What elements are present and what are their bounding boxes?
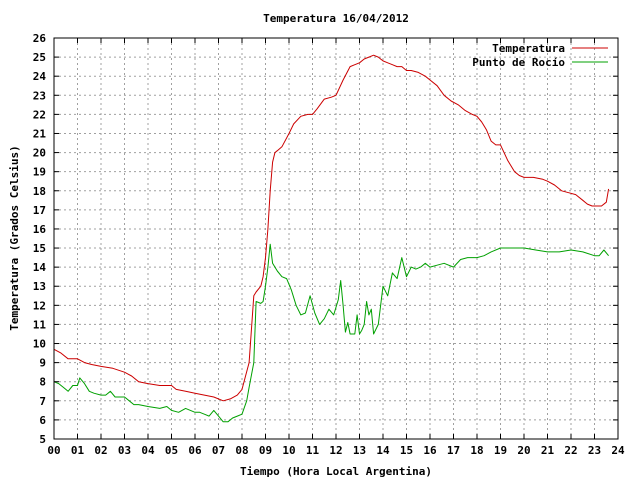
y-tick-label: 20: [33, 147, 46, 160]
x-tick-label: 24: [611, 444, 625, 457]
legend-label-temperatura: Temperatura: [492, 42, 565, 55]
y-tick-label: 22: [33, 108, 46, 121]
y-tick-label: 19: [33, 166, 46, 179]
y-tick-label: 18: [33, 185, 46, 198]
x-tick-label: 02: [94, 444, 107, 457]
x-tick-label: 05: [165, 444, 178, 457]
legend-label-punto-de-rocio: Punto de Rocío: [472, 56, 565, 69]
x-tick-label: 03: [118, 444, 131, 457]
y-tick-label: 17: [33, 204, 46, 217]
x-tick-label: 16: [423, 444, 437, 457]
x-tick-label: 23: [588, 444, 601, 457]
y-tick-label: 10: [33, 338, 46, 351]
axis-ticks: 00 01 02 03 04 05 06 07 08 09 10 11 12 13 14 15 16 17 18 19…: [33, 32, 625, 457]
x-tick-label: 11: [306, 444, 320, 457]
y-tick-label: 14: [33, 261, 47, 274]
y-tick-label: 25: [33, 51, 46, 64]
x-tick-label: 04: [141, 444, 155, 457]
x-tick-label: 10: [282, 444, 295, 457]
y-tick-label: 21: [33, 127, 47, 140]
y-tick-label: 12: [33, 299, 46, 312]
x-tick-label: 15: [400, 444, 413, 457]
y-tick-label: 8: [39, 376, 46, 389]
y-tick-label: 5: [39, 433, 46, 446]
x-tick-label: 13: [353, 444, 366, 457]
y-tick-label: 16: [33, 223, 47, 236]
x-tick-label: 14: [376, 444, 390, 457]
y-tick-label: 11: [33, 318, 47, 331]
x-tick-label: 08: [235, 444, 248, 457]
y-tick-label: 9: [39, 357, 46, 370]
x-tick-label: 00: [47, 444, 60, 457]
x-axis-label: Tiempo (Hora Local Argentina): [240, 465, 432, 478]
x-tick-label: 01: [71, 444, 85, 457]
x-tick-label: 09: [259, 444, 272, 457]
y-tick-label: 7: [39, 395, 46, 408]
x-tick-label: 20: [517, 444, 530, 457]
y-tick-label: 15: [33, 242, 46, 255]
series-layer: [53, 54, 610, 423]
x-tick-label: 07: [212, 444, 225, 457]
x-tick-label: 19: [494, 444, 507, 457]
x-tick-label: 17: [447, 444, 460, 457]
y-tick-label: 23: [33, 89, 46, 102]
legend: Temperatura Punto de Rocío: [472, 42, 608, 69]
series-temperatura-line: [53, 54, 610, 402]
y-tick-label: 6: [39, 414, 46, 427]
grid: [54, 38, 618, 439]
y-axis-label: Temperatura (Grados Celsius): [8, 145, 21, 330]
y-tick-label: 13: [33, 280, 46, 293]
x-tick-label: 18: [470, 444, 483, 457]
series-punto-de-rocio-line: [53, 243, 609, 423]
y-tick-label: 26: [33, 32, 47, 45]
chart-title: Temperatura 16/04/2012: [263, 12, 409, 25]
y-tick-label: 24: [33, 70, 47, 83]
x-tick-label: 06: [188, 444, 202, 457]
x-tick-label: 21: [541, 444, 555, 457]
x-tick-label: 22: [564, 444, 577, 457]
x-tick-label: 12: [329, 444, 342, 457]
